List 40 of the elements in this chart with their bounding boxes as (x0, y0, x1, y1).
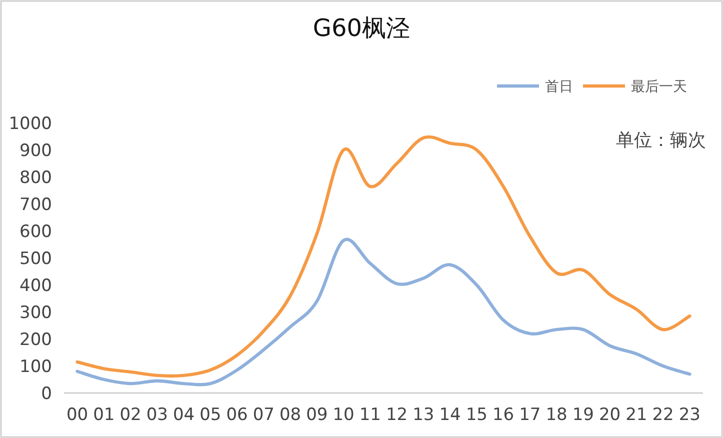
y-tick-label: 500 (20, 249, 52, 269)
legend-label: 首日 (545, 79, 573, 95)
y-tick-label: 1000 (8, 114, 52, 134)
x-tick-label: 02 (120, 405, 142, 425)
y-tick-label: 700 (20, 195, 52, 215)
x-tick-label: 11 (359, 405, 382, 425)
annotation: 单位：辆次 (616, 130, 706, 151)
line-series (76, 238, 692, 386)
x-tick-label: 14 (439, 405, 461, 425)
y-tick-label: 100 (20, 357, 52, 377)
x-tick-label: 22 (652, 405, 674, 425)
x-tick-label: 16 (492, 405, 514, 425)
x-tick-label: 21 (626, 405, 648, 425)
x-tick-label: 06 (226, 405, 248, 425)
y-tick-label: 0 (41, 384, 52, 404)
legend-label: 最后一天 (631, 79, 687, 95)
x-tick-label: 10 (332, 405, 354, 425)
y-tick-label: 900 (20, 141, 52, 161)
chart-title: G60枫泾 (312, 14, 410, 42)
x-tick-label: 18 (546, 405, 568, 425)
x-tick-label: 08 (279, 405, 302, 425)
x-tick-label: 20 (598, 405, 621, 425)
x-tick-label: 01 (93, 405, 115, 425)
x-tick-label: 05 (200, 405, 222, 425)
x-tick-label: 12 (386, 405, 408, 425)
y-tick-label: 800 (20, 168, 52, 188)
x-tick-label: 09 (306, 405, 328, 425)
x-tick-label: 04 (172, 405, 195, 425)
x-tick-label: 15 (466, 405, 488, 425)
x-tick-label: 17 (519, 405, 541, 425)
y-tick-label: 200 (20, 330, 52, 350)
x-tick-label: 00 (66, 405, 88, 425)
x-tick-label: 23 (678, 405, 701, 425)
x-tick-label: 07 (252, 405, 275, 425)
x-tick-label: 13 (412, 405, 434, 425)
y-tick-label: 400 (20, 276, 52, 296)
x-tick-label: 03 (146, 405, 168, 425)
y-tick-label: 600 (20, 222, 52, 242)
y-tick-label: 300 (20, 303, 52, 323)
x-tick-label: 19 (572, 405, 594, 425)
